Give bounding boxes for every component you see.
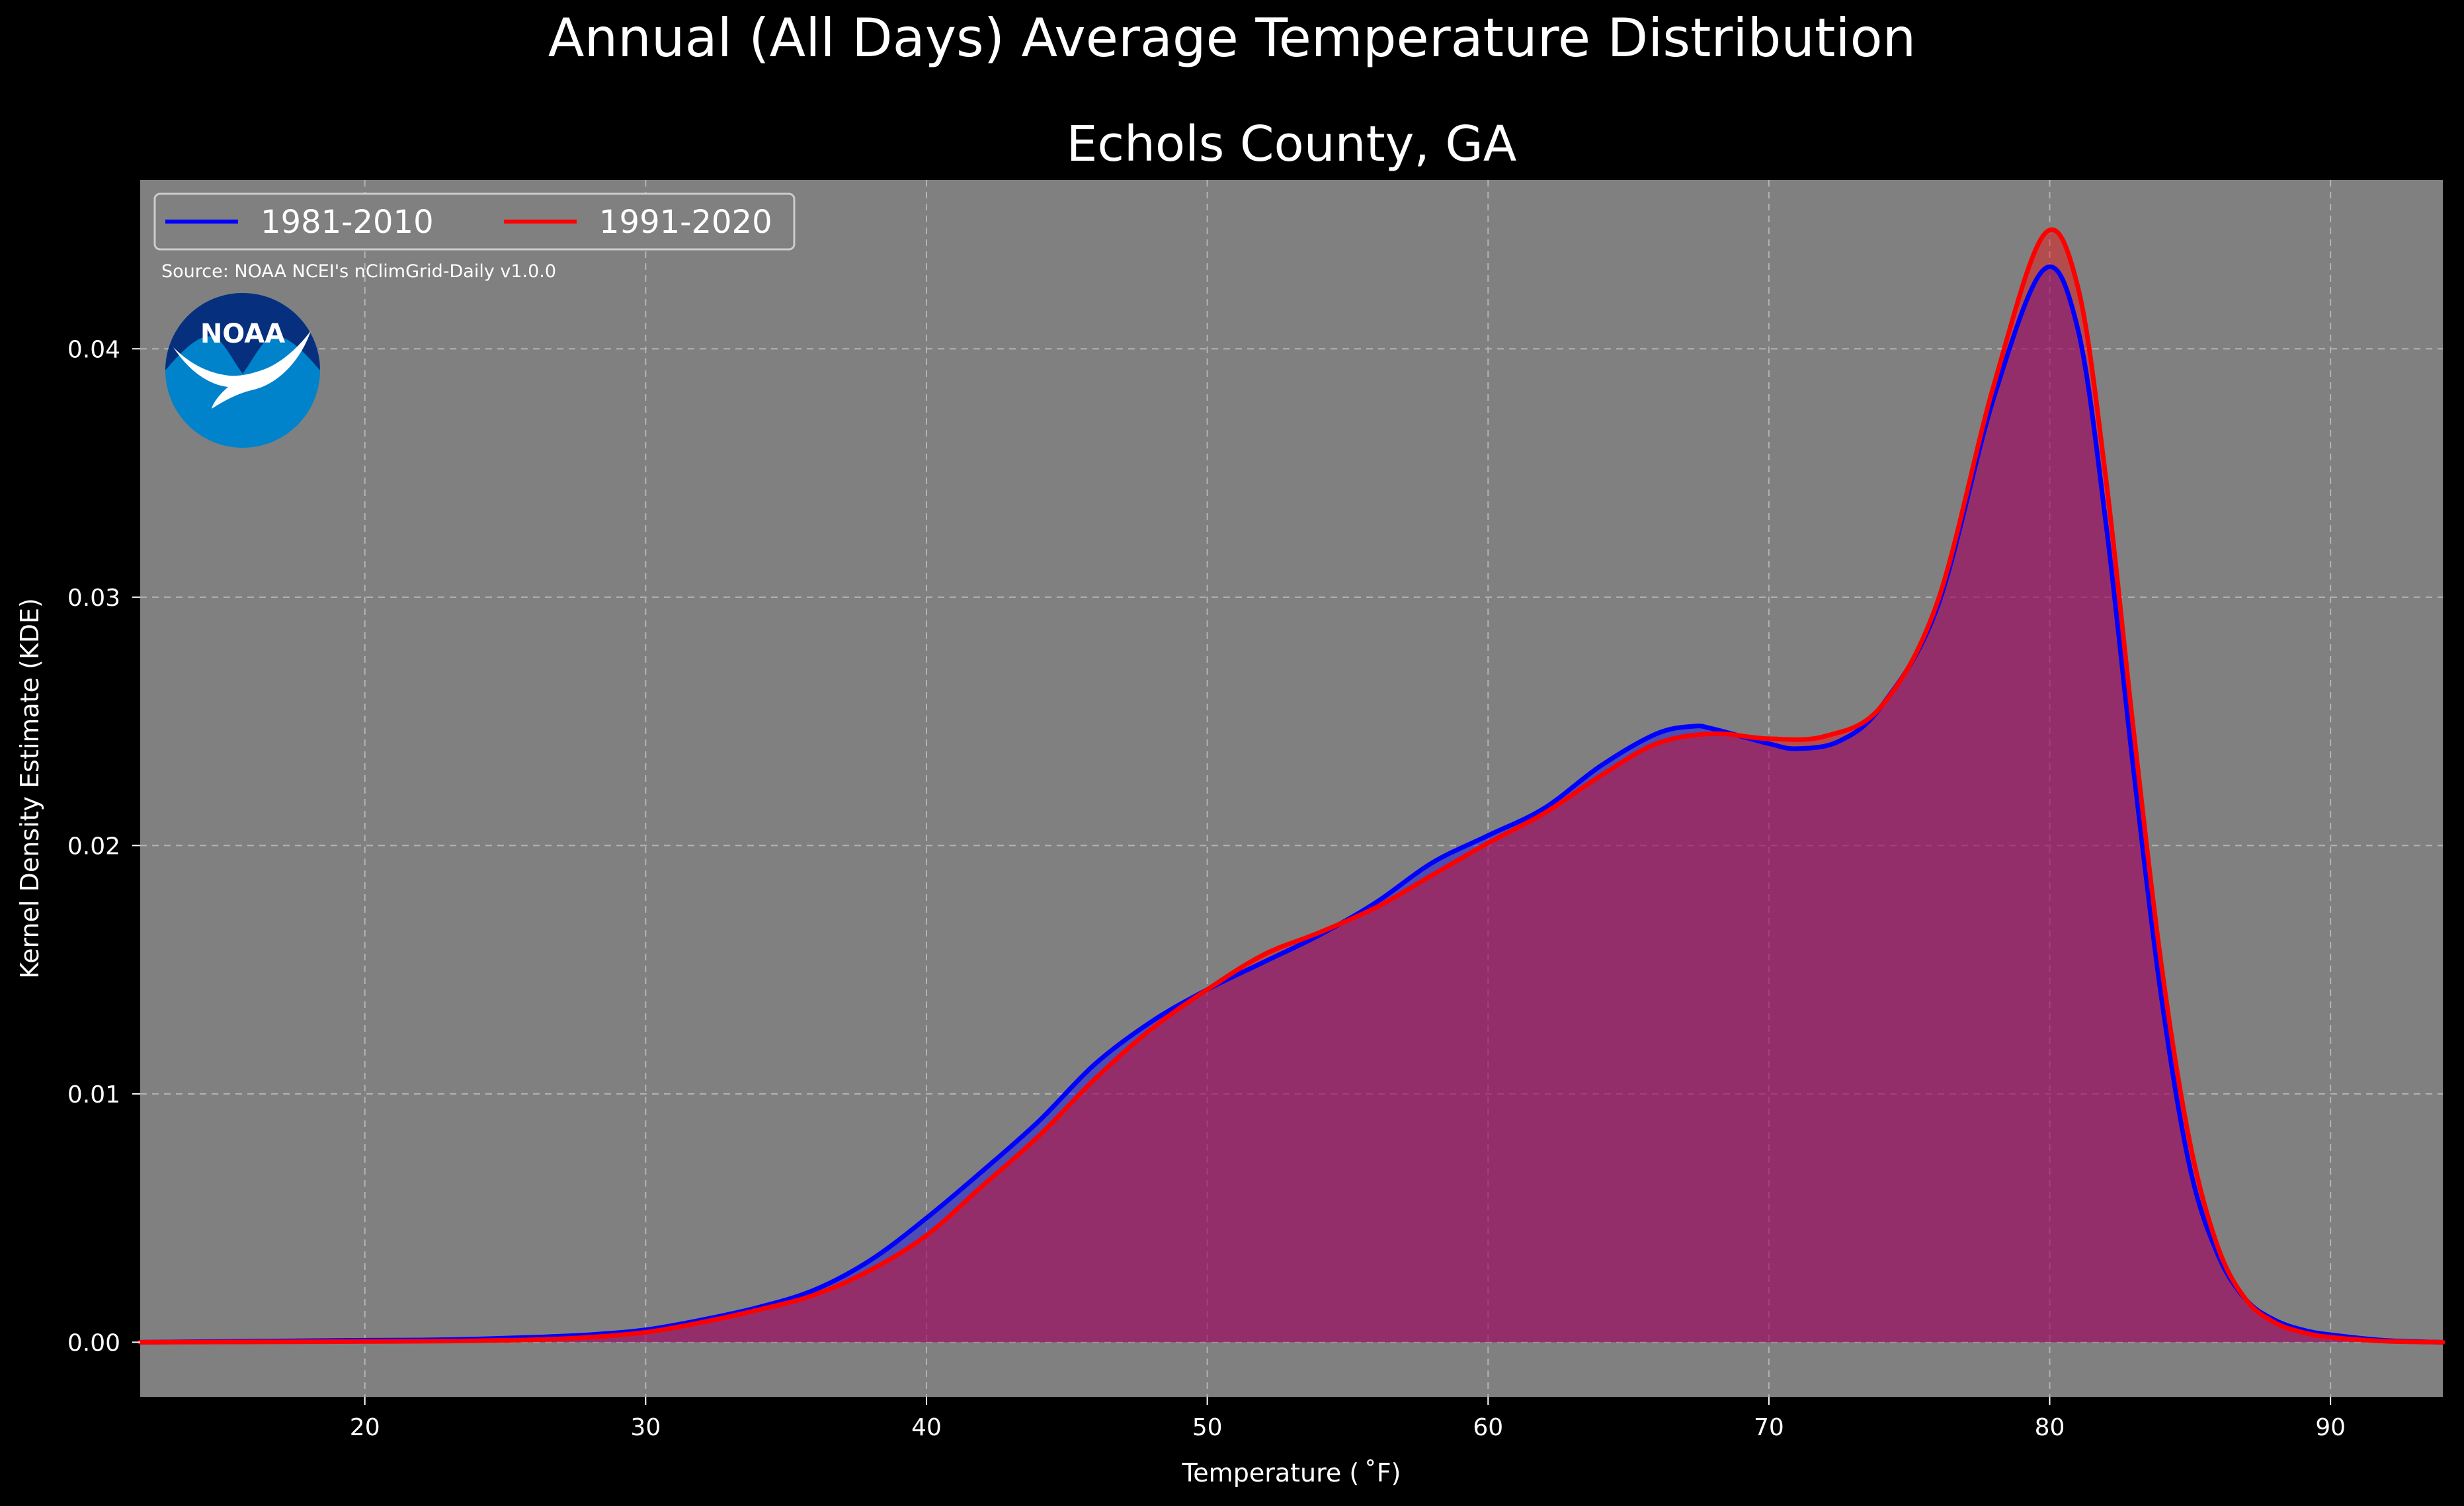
- plot-area: [138, 180, 2445, 1397]
- y-tick-label: 0.03: [67, 585, 120, 612]
- noaa-logo-text: NOAA: [200, 319, 285, 349]
- x-tick-label: 70: [1754, 1414, 1784, 1441]
- x-tick-label: 30: [630, 1414, 661, 1441]
- x-tick-label: 90: [2315, 1414, 2346, 1441]
- y-tick-label: 0.02: [67, 833, 120, 860]
- legend: 1981-2010 1991-2020: [153, 192, 796, 251]
- plot-background: [140, 180, 2443, 1397]
- y-axis-label: Kernel Density Estimate (KDE): [15, 598, 44, 979]
- legend-label-1991-2020: 1991-2020: [599, 204, 772, 241]
- series-line-1991-2020: [138, 228, 2445, 1345]
- y-tick-label: 0.01: [67, 1081, 120, 1109]
- x-tick-label: 50: [1192, 1414, 1223, 1441]
- axes: 20 30 40 50 60 70 80 90 0.00 0.01 0.02 0.03 0.04: [67, 336, 2346, 1441]
- noaa-logo-icon: NOAA: [165, 293, 320, 448]
- source-note: Source: NOAA NCEI's nClimGrid-Daily v1.0…: [161, 261, 556, 282]
- x-tick-label: 80: [2035, 1414, 2065, 1441]
- series-area-1991-2020: [140, 230, 2443, 1343]
- legend-box: [153, 192, 796, 251]
- series-group: [138, 228, 2445, 1345]
- series-line-1981-2010: [138, 264, 2445, 1345]
- y-tick-label: 0.04: [67, 336, 120, 363]
- chart-title: Annual (All Days) Average Temperature Di…: [548, 7, 1916, 69]
- x-tick-label: 40: [911, 1414, 942, 1441]
- legend-label-1981-2010: 1981-2010: [261, 204, 434, 241]
- y-tick-label: 0.00: [67, 1329, 120, 1357]
- grid: [140, 180, 2443, 1397]
- x-axis-label: Temperature ( ˚F): [1182, 1458, 1401, 1487]
- x-tick-label: 20: [350, 1414, 380, 1441]
- series-area-1981-2010: [140, 267, 2443, 1343]
- chart-subtitle: Echols County, GA: [1067, 116, 1517, 173]
- x-tick-label: 60: [1473, 1414, 1503, 1441]
